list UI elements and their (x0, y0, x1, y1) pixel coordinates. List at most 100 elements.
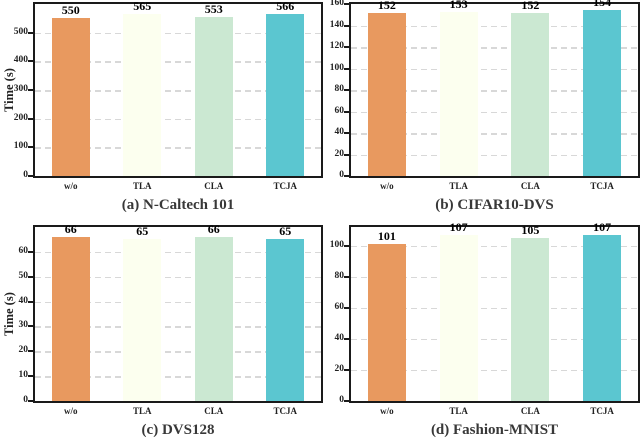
bar-wo (367, 12, 406, 176)
gridline (351, 245, 638, 248)
y-tick-mark (28, 146, 33, 149)
y-tick-mark (28, 275, 33, 278)
bar-TLA (439, 234, 478, 401)
x-tick-label: TCJA (273, 406, 297, 416)
x-tick-label: w/o (380, 406, 394, 416)
y-tick-mark (344, 3, 349, 5)
y-tick-label: 40 (18, 295, 29, 306)
bar-TCJA (266, 13, 305, 176)
gridline (35, 118, 321, 121)
x-tick-label: CLA (204, 181, 224, 191)
x-tick-label: TCJA (590, 181, 614, 191)
bar-TCJA (266, 239, 305, 401)
y-tick-mark (344, 46, 349, 48)
y-tick-label: 140 (329, 19, 344, 30)
gridline (35, 326, 321, 328)
y-tick-label: 160 (329, 0, 344, 8)
y-tick-label: 60 (334, 301, 345, 312)
x-tick-label: TCJA (273, 181, 297, 191)
y-tick-mark (28, 117, 33, 120)
bar-value-label: 152 (377, 0, 396, 12)
plot-area: 101 w/o 107 TLA 105 CLA 107 TCJA (349, 220, 640, 416)
y-tick-mark (344, 175, 349, 177)
y-tick-mark (344, 132, 349, 134)
bar-value-label: 565 (133, 0, 152, 14)
y-tick-label: 400 (13, 55, 28, 66)
gridline (351, 68, 638, 70)
plot-area: 66 w/o 65 TLA 66 CLA 65 TCJA (33, 221, 323, 416)
bar-CLA (194, 236, 233, 401)
bar-TLA (123, 239, 162, 401)
y-axis-label (321, 225, 338, 403)
y-tick-label: 120 (329, 41, 344, 51)
x-tick-label: CLA (520, 181, 540, 191)
bar-value-label: 154 (593, 0, 612, 10)
y-tick-label: 500 (13, 26, 28, 37)
y-tick-label: 20 (334, 363, 345, 374)
y-tick-label: 20 (18, 345, 29, 356)
y-tick-label: 0 (339, 395, 344, 405)
y-tick-mark (344, 67, 349, 70)
y-tick-label: 0 (23, 395, 28, 405)
y-tick-label: 50 (18, 270, 29, 281)
x-tick-label: w/o (64, 181, 78, 191)
bar-TLA (123, 14, 162, 176)
y-tick-mark (344, 337, 349, 340)
gridline (351, 25, 638, 27)
y-tick-mark (344, 24, 349, 27)
plot-area: 550 w/o 565 TLA 553 CLA 566 TCJA (33, 0, 323, 191)
bar-TCJA (583, 234, 622, 401)
y-tick-label: 80 (334, 84, 345, 94)
gridline (35, 376, 321, 378)
y-tick-label: 200 (13, 112, 28, 123)
gridline (351, 338, 638, 341)
y-tick-mark (28, 375, 33, 378)
y-tick-mark (28, 89, 33, 91)
x-tick-label: TCJA (590, 406, 614, 416)
y-tick-label: 0 (23, 170, 28, 180)
subplot-caption: (a) N-Caltech 101 (121, 197, 235, 213)
y-tick-label: 30 (18, 320, 29, 331)
bar-value-label: 107 (593, 219, 612, 234)
y-tick-mark (28, 300, 33, 303)
x-tick-label: w/o (64, 406, 78, 416)
bar-value-label: 153 (449, 0, 468, 11)
subplot-d: 101 w/o 107 TLA 105 CLA 107 TCJA (d) Fashion-MN… (320, 220, 640, 444)
y-tick-label: 100 (329, 62, 344, 73)
bar-wo (51, 236, 90, 401)
x-tick-label: CLA (204, 406, 224, 416)
y-tick-label: 60 (18, 245, 29, 256)
gridline (351, 90, 638, 92)
y-tick-mark (28, 60, 33, 63)
bar-value-label: 66 (64, 221, 77, 236)
y-tick-mark (344, 244, 349, 247)
y-tick-label: 10 (18, 370, 29, 381)
bar-TLA (439, 11, 478, 176)
gridline (35, 32, 321, 35)
gridline (35, 251, 321, 254)
gridline (35, 301, 321, 304)
gridline (35, 61, 321, 63)
y-tick-label: 300 (13, 84, 28, 94)
bar-CLA (194, 17, 233, 176)
y-tick-mark (28, 400, 33, 402)
bar-value-label: 66 (207, 221, 220, 236)
y-tick-mark (344, 110, 349, 113)
bar-value-label: 65 (279, 224, 292, 239)
y-tick-mark (344, 400, 349, 402)
gridline (35, 90, 321, 92)
subplot-c: Time (s) 66 w/o 65 TLA 66 CLA 65 TCJA (c) DVS12… (0, 221, 323, 444)
subplot-caption: (d) Fashion-MNIST (430, 422, 559, 438)
y-tick-label: 100 (13, 141, 28, 152)
gridline (351, 307, 638, 310)
bar-value-label: 65 (136, 224, 149, 239)
bar-value-label: 101 (377, 229, 396, 244)
y-tick-mark (344, 89, 349, 91)
y-tick-mark (28, 325, 33, 328)
y-tick-mark (344, 275, 349, 278)
gridline (351, 47, 638, 49)
subplot-caption: (b) CIFAR10-DVS (435, 197, 554, 213)
bar-value-label: 105 (521, 222, 540, 237)
bar-value-label: 152 (521, 0, 540, 12)
